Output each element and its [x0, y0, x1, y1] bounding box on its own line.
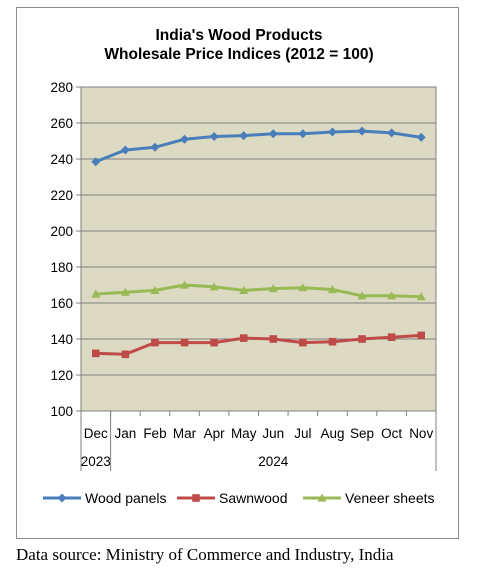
x-tick-label-dec: Dec [84, 426, 108, 441]
point-wood-panels-sep [357, 126, 367, 136]
y-tick-label-140: 140 [50, 332, 73, 347]
point-sawnwood-nov [417, 331, 426, 340]
year-label-2024: 2024 [258, 454, 289, 469]
point-veneer-sheets-jun [268, 284, 278, 293]
series-layer [91, 126, 426, 359]
point-veneer-sheets-may [239, 285, 249, 294]
point-wood-panels-jan [120, 145, 130, 155]
point-sawnwood-aug [328, 337, 337, 346]
chart-title-line-1: India's Wood Products [155, 27, 322, 44]
y-tick-label-100: 100 [50, 404, 73, 419]
point-wood-panels-mar [180, 134, 190, 144]
year-label-2023: 2023 [81, 454, 111, 469]
point-veneer-sheets-oct [387, 291, 397, 300]
x-tick-label-jan: Jan [114, 426, 136, 441]
legend: Wood panels Sawnwood Veneer sheets [43, 490, 435, 506]
x-tick-label-feb: Feb [143, 426, 166, 441]
point-wood-panels-dec [91, 157, 101, 167]
legend-label-veneer-sheets: Veneer sheets [345, 490, 435, 506]
point-veneer-sheets-dec [91, 289, 101, 298]
point-sawnwood-sep [358, 335, 366, 343]
point-veneer-sheets-nov [416, 292, 426, 301]
point-wood-panels-jun [268, 129, 278, 139]
x-tick-label-jun: Jun [262, 426, 284, 441]
chart-frame: India's Wood Products Wholesale Price In… [16, 7, 459, 539]
plot-area [81, 87, 436, 411]
x-tick-label-jul: Jul [294, 426, 311, 441]
series-line-wood-panels [95, 129, 422, 164]
point-sawnwood-oct [387, 333, 396, 341]
point-veneer-sheets-jul [298, 283, 308, 292]
x-tick-label-aug: Aug [320, 426, 344, 441]
x-tick-label-sep: Sep [350, 426, 374, 441]
series-line-veneer-sheets [95, 283, 422, 299]
legend-label-sawnwood: Sawnwood [219, 490, 288, 506]
point-veneer-sheets-aug [327, 285, 337, 294]
point-sawnwood-apr [210, 338, 218, 347]
x-tick-label-nov: Nov [409, 426, 433, 441]
point-sawnwood-jul [299, 338, 307, 347]
y-tick-label-200: 200 [50, 224, 73, 239]
point-wood-panels-jul [298, 129, 308, 139]
point-sawnwood-dec [91, 349, 100, 358]
legend-marker-sawnwood [192, 494, 200, 502]
y-tick-label-220: 220 [50, 188, 73, 203]
legend-marker-wood-panels [57, 493, 67, 503]
y-tick-label-240: 240 [50, 152, 73, 167]
y-tick-label-280: 280 [50, 80, 73, 95]
point-wood-panels-aug [327, 127, 337, 137]
axes: 100 120 140 160 180 200 220 240 260 280 Dec Jan Feb M… [50, 80, 437, 471]
chart-title-line-2: Wholesale Price Indices (2012 = 100) [104, 46, 373, 63]
point-sawnwood-mar [180, 338, 189, 347]
point-sawnwood-feb [151, 338, 159, 347]
point-wood-panels-apr [209, 132, 219, 141]
point-veneer-sheets-mar [180, 280, 190, 289]
point-sawnwood-may [239, 334, 248, 342]
x-tick-label-mar: Mar [173, 426, 197, 441]
y-tick-label-160: 160 [50, 296, 73, 311]
chart-svg: India's Wood Products Wholesale Price In… [43, 27, 437, 506]
point-veneer-sheets-feb [150, 285, 160, 294]
series-line-sawnwood [95, 333, 422, 356]
point-veneer-sheets-jan [120, 287, 130, 296]
x-tick-label-apr: Apr [204, 426, 226, 441]
point-wood-panels-oct [387, 128, 397, 138]
point-wood-panels-feb [150, 142, 160, 152]
data-source-note: Data source: Ministry of Commerce and In… [16, 545, 394, 564]
legend-label-wood-panels: Wood panels [85, 490, 166, 506]
x-tick-label-oct: Oct [381, 426, 402, 441]
y-tick-label-120: 120 [50, 368, 73, 383]
point-wood-panels-may [239, 131, 249, 141]
x-tick-label-may: May [231, 426, 257, 441]
point-wood-panels-nov [416, 132, 426, 142]
point-veneer-sheets-apr [209, 282, 219, 291]
y-tick-label-180: 180 [50, 260, 73, 275]
point-veneer-sheets-sep [357, 291, 367, 300]
point-sawnwood-jun [269, 335, 278, 343]
legend-marker-veneer-sheets [317, 493, 327, 502]
point-sawnwood-jan [121, 350, 130, 359]
y-tick-label-260: 260 [50, 116, 73, 131]
